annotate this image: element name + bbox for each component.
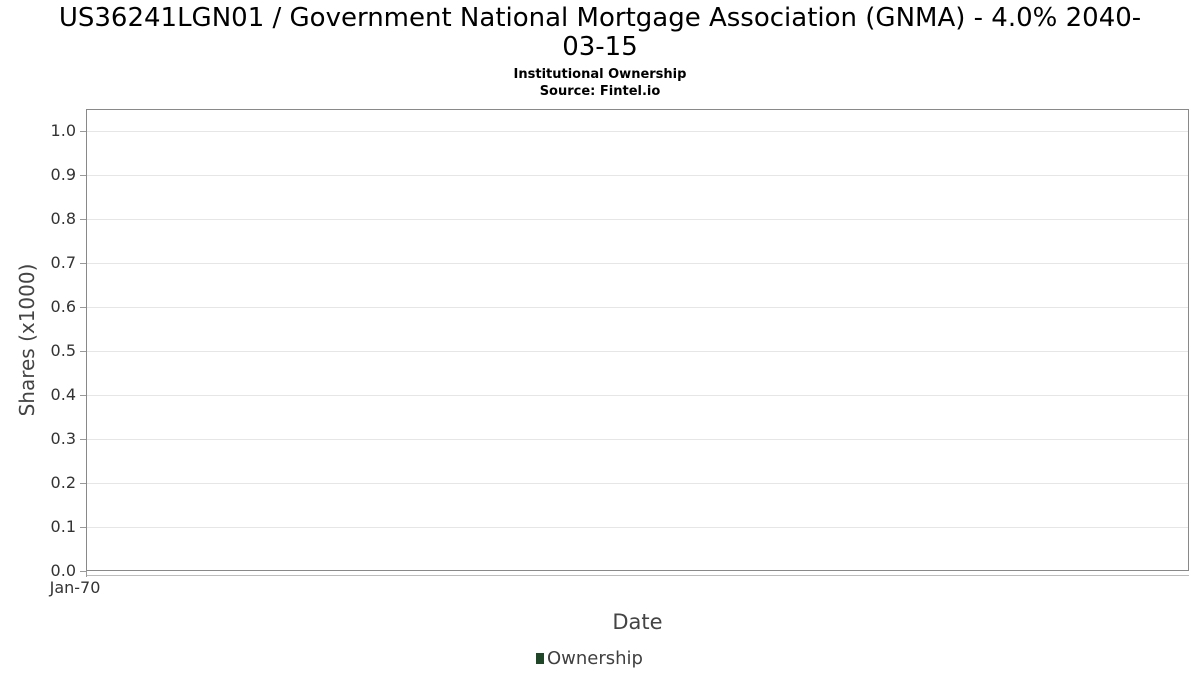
gridline [87, 351, 1188, 352]
y-tick-mark [80, 395, 86, 396]
y-tick-label: 0.9 [50, 165, 76, 184]
gridline [87, 175, 1188, 176]
gridline [87, 131, 1188, 132]
y-tick-label: 0.5 [50, 341, 76, 360]
gridline [87, 483, 1188, 484]
gridline [87, 307, 1188, 308]
y-tick-mark [80, 351, 86, 352]
y-tick-label: 0.2 [50, 473, 76, 492]
y-tick-label: 0.8 [50, 209, 76, 228]
gridline [87, 263, 1188, 264]
gridline [87, 527, 1188, 528]
x-axis-title: Date [612, 610, 663, 634]
legend-marker-icon [536, 653, 544, 664]
y-tick-mark [80, 263, 86, 264]
y-tick-mark [80, 439, 86, 440]
gridline [87, 219, 1188, 220]
y-tick-mark [80, 131, 86, 132]
chart-subtitle: Institutional Ownership [513, 67, 687, 82]
y-tick-mark [80, 483, 86, 484]
chart-title-line-1: US36241LGN01 / Government National Mortg… [58, 3, 1142, 33]
plot-area [86, 109, 1189, 571]
x-tick-label: Jan-70 [49, 578, 101, 597]
legend: Ownership [536, 648, 643, 669]
gridline [87, 439, 1188, 440]
y-tick-mark [80, 175, 86, 176]
legend-label: Ownership [547, 648, 643, 669]
y-tick-mark [80, 527, 86, 528]
y-tick-mark [80, 571, 86, 572]
gridline [87, 395, 1188, 396]
y-tick-label: 0.4 [50, 385, 76, 404]
y-tick-label: 0.7 [50, 253, 76, 272]
x-axis-line [86, 575, 1189, 576]
y-tick-label: 0.3 [50, 429, 76, 448]
y-tick-label: 0.0 [50, 561, 76, 580]
chart-source: Source: Fintel.io [539, 84, 661, 99]
legend-item-ownership[interactable]: Ownership [536, 648, 643, 669]
y-tick-label: 1.0 [50, 121, 76, 140]
y-tick-mark [80, 219, 86, 220]
chart-title: US36241LGN01 / Government National Mortg… [0, 4, 1200, 62]
chart-title-line-2: 03-15 [562, 32, 638, 62]
y-tick-label: 0.6 [50, 297, 76, 316]
y-tick-label: 0.1 [50, 517, 76, 536]
y-tick-mark [80, 307, 86, 308]
x-tick-mark [86, 571, 87, 577]
